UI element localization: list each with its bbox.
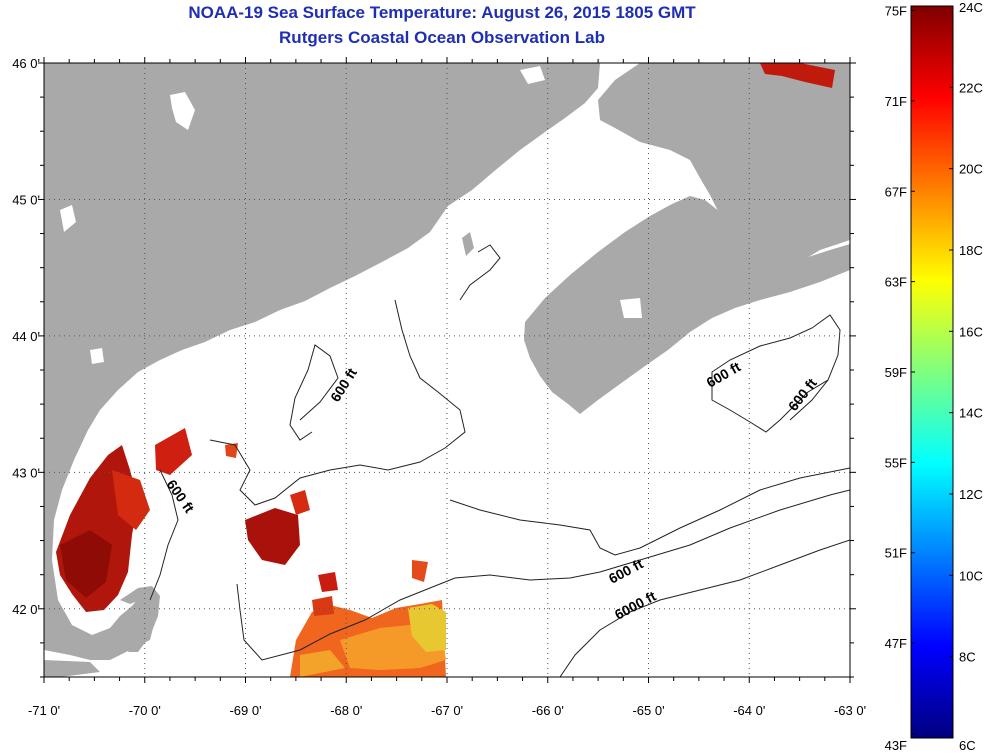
lon-tick-label: -69 0' [229, 703, 261, 718]
colorbar-c-label: 8C [959, 650, 976, 665]
lat-tick-label: 45 0' [12, 192, 40, 207]
colorbar-celsius-labels: 24C 22C 20C 18C 16C 14C 12C 10C 8C 6C [949, 0, 983, 753]
colorbar-f-label: 43F [885, 738, 907, 753]
land-new-england [44, 63, 600, 660]
colorbar-fahrenheit-labels: 75F 71F 67F 63F 59F 55F 51F 47F 43F [885, 4, 915, 753]
land-cape-cod [120, 586, 160, 652]
colorbar-c-label: 24C [959, 0, 983, 15]
lon-tick-label: -68 0' [330, 703, 362, 718]
colorbar-f-label: 67F [885, 184, 907, 199]
colorbar-c-label: 12C [959, 487, 983, 502]
colorbar-f-label: 63F [885, 275, 907, 290]
longitude-labels: -71 0' -70 0' -69 0' -68 0' -67 0' -66 0' -65 … [28, 703, 866, 718]
colorbar-c-label: 18C [959, 243, 983, 258]
map-subtitle: Rutgers Coastal Ocean Observation Lab [279, 28, 605, 47]
latitude-labels: 46 0' 45 0' 44 0' 43 0' 42 0' [12, 56, 40, 617]
lon-tick-label: -66 0' [532, 703, 564, 718]
colorbar-c-label: 14C [959, 406, 983, 421]
lat-tick-label: 44 0' [12, 329, 40, 344]
lat-tick-label: 43 0' [12, 465, 40, 480]
colorbar-f-label: 59F [885, 365, 907, 380]
colorbar-c-label: 22C [959, 80, 983, 95]
lat-tick-label: 46 0' [12, 56, 40, 71]
lat-tick-label: 42 0' [12, 602, 40, 617]
sst-patch-gulf [245, 508, 300, 565]
colorbar-f-label: 55F [885, 455, 907, 470]
land-islands [44, 660, 100, 677]
axis-ticks [38, 57, 856, 683]
colorbar-c-label: 10C [959, 568, 983, 583]
colorbar-f-label: 75F [885, 4, 907, 19]
lon-tick-label: -70 0' [129, 703, 161, 718]
colorbar-c-label: 20C [959, 162, 983, 177]
colorbar-f-label: 71F [885, 94, 907, 109]
colorbar-c-label: 16C [959, 324, 983, 339]
lon-tick-label: -65 0' [632, 703, 664, 718]
lon-tick-label: -71 0' [28, 703, 60, 718]
lon-tick-label: -67 0' [431, 703, 463, 718]
land-new-brunswick [598, 63, 850, 268]
bathymetry-contours [149, 244, 850, 677]
lon-tick-label: -63 0' [834, 703, 866, 718]
colorbar [910, 5, 954, 739]
colorbar-f-label: 47F [885, 636, 907, 651]
colorbar-c-label: 6C [959, 738, 976, 753]
lon-tick-label: -64 0' [733, 703, 765, 718]
land-nova-scotia [524, 196, 850, 414]
colorbar-f-label: 51F [885, 546, 907, 561]
map-title: NOAA-19 Sea Surface Temperature: August … [188, 3, 696, 22]
